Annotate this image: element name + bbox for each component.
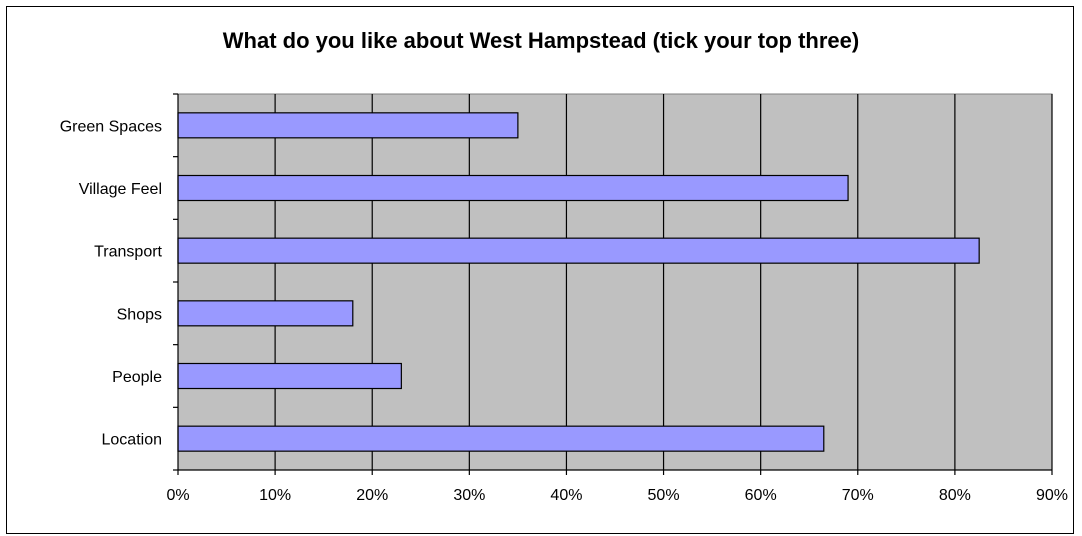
y-tick-label: Village Feel — [79, 181, 162, 198]
chart-title: What do you like about West Hampstead (t… — [222, 28, 860, 53]
x-tick-label: 70% — [842, 487, 874, 504]
y-tick-label: Location — [102, 432, 163, 449]
bar — [177, 112, 519, 139]
gridlines — [274, 94, 1053, 470]
bar — [177, 300, 354, 327]
x-tick-label: 40% — [550, 487, 582, 504]
x-tick-label: 60% — [745, 487, 777, 504]
bar — [177, 237, 980, 264]
bar — [177, 362, 402, 390]
y-tick-labels: Green Spaces Village Feel Transport Shops Pe… — [60, 118, 163, 448]
axes — [173, 93, 1053, 475]
x-tick-label: 50% — [648, 487, 680, 504]
bars — [177, 112, 980, 452]
bar — [177, 425, 825, 452]
x-tick-label: 10% — [259, 487, 291, 504]
x-tick-label: 20% — [356, 487, 388, 504]
x-tick-labels: 0% 10% 20% 30% 40% 50% 60% 70% 80% 90% — [166, 487, 1068, 504]
bar — [177, 174, 849, 202]
x-tick-label: 80% — [939, 487, 971, 504]
y-tick-label: Transport — [94, 244, 162, 261]
x-tick-label: 30% — [453, 487, 485, 504]
plot-area — [177, 93, 1053, 471]
y-tick-label: Shops — [117, 306, 162, 323]
y-tick-label: People — [112, 369, 162, 386]
x-tick-label: 0% — [166, 487, 189, 504]
y-tick-label: Green Spaces — [60, 118, 162, 135]
x-tick-label: 90% — [1036, 487, 1068, 504]
